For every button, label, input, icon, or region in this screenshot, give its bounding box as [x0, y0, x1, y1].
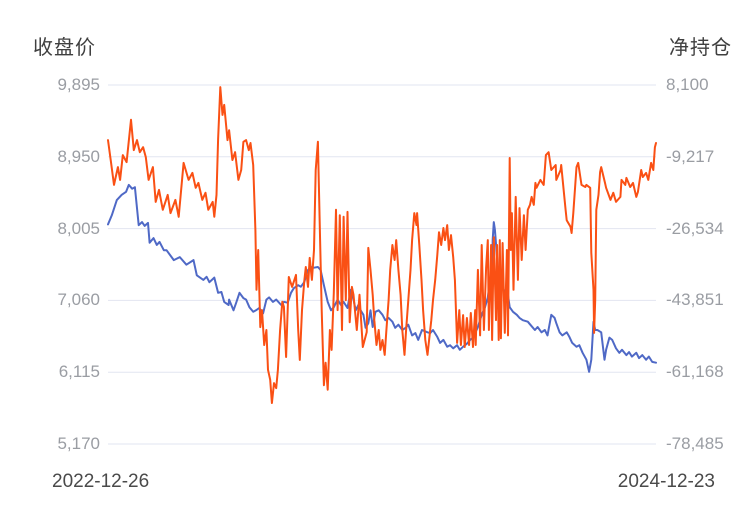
right-axis-tick-label: 8,100	[666, 75, 709, 94]
left-axis-tick-label: 5,170	[57, 434, 100, 453]
left-axis-tick-label: 8,950	[57, 146, 100, 166]
right-axis-tick-label: -26,534	[666, 218, 724, 238]
left-axis-title: 收盘价	[33, 37, 96, 59]
net-position-line	[107, 86, 657, 404]
right-axis-tick-label: -43,851	[666, 290, 724, 310]
x-axis-end-date: 2024-12-23	[617, 471, 715, 492]
right-axis-tick-label: -78,485	[666, 434, 724, 453]
right-axis-title: 净持仓	[669, 37, 732, 59]
left-axis-tick-label: 8,005	[57, 218, 100, 238]
left-axis-tick-label: 6,115	[58, 362, 100, 382]
right-axis-tick-label: -9,217	[666, 146, 715, 166]
left-axis-tick-label: 7,060	[57, 290, 100, 310]
x-axis-start-date: 2022-12-26	[52, 471, 150, 492]
right-axis-tick-label: -61,168	[666, 362, 724, 382]
close-price-line	[107, 183, 657, 373]
left-axis-tick-label: 9,895	[57, 75, 100, 94]
